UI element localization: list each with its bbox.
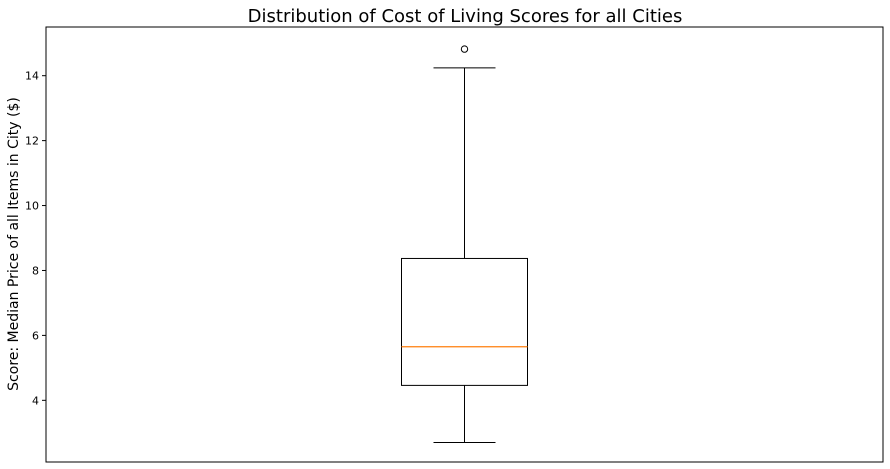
y-axis: 4 6 8 10 12 14 xyxy=(25,70,46,407)
y-tick-label: 12 xyxy=(25,135,39,148)
box-series xyxy=(401,45,528,444)
y-axis-label: Score: Median Price of all Items in City… xyxy=(6,97,22,391)
chart-title: Distribution of Cost of Living Scores fo… xyxy=(248,6,683,27)
y-tick-label: 14 xyxy=(25,70,39,83)
y-tick-label: 6 xyxy=(32,329,39,342)
y-tick-label: 8 xyxy=(32,264,39,277)
y-tick-label: 10 xyxy=(25,200,39,213)
outlier-point xyxy=(460,45,469,53)
plot-area-frame xyxy=(45,26,884,463)
y-tick-label: 4 xyxy=(32,394,39,407)
iqr-box xyxy=(401,257,528,386)
